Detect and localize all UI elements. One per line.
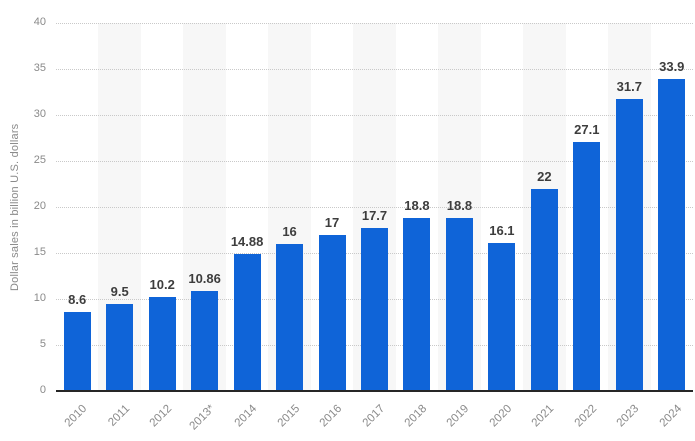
bar-value-label: 17.7 bbox=[361, 208, 388, 224]
y-tick-label: 35 bbox=[33, 62, 46, 74]
bar[interactable] bbox=[106, 303, 134, 391]
bar-value-label: 33.9 bbox=[659, 59, 685, 75]
bar[interactable] bbox=[573, 141, 601, 391]
x-tick-label: 2013* bbox=[187, 402, 217, 433]
y-tick-label: 0 bbox=[39, 384, 46, 396]
bar-value-label: 14.88 bbox=[230, 234, 264, 250]
x-tick-label: 2023 bbox=[614, 402, 642, 430]
x-tick-label: 2017 bbox=[360, 402, 387, 430]
x-tick-label: 2015 bbox=[275, 402, 302, 430]
gridline bbox=[56, 23, 693, 24]
x-tick-label: 2024 bbox=[657, 402, 685, 430]
bar-value-label: 31.7 bbox=[616, 79, 642, 95]
bar-value-label: 18.8 bbox=[404, 198, 430, 214]
bar[interactable] bbox=[445, 218, 473, 391]
bar[interactable] bbox=[615, 99, 643, 391]
x-tick-label: 2021 bbox=[530, 402, 557, 430]
bar[interactable] bbox=[276, 243, 304, 391]
x-tick-label: 2014 bbox=[232, 402, 260, 430]
bar-value-label: 8.6 bbox=[68, 291, 87, 307]
bar[interactable] bbox=[530, 188, 558, 391]
x-tick-label: 2010 bbox=[62, 402, 90, 430]
bar-value-label: 10.2 bbox=[149, 277, 175, 293]
y-tick-label: 5 bbox=[39, 338, 46, 350]
y-tick-label: 25 bbox=[33, 154, 46, 166]
plot-area: 8.6 9.5 10.2 10.86 14.88 16 17 17.7 18.8 18.8 16.1… bbox=[56, 23, 693, 391]
y-tick-label: 10 bbox=[33, 292, 46, 304]
bar-value-label: 16.1 bbox=[489, 222, 515, 238]
bar-value-label: 18.8 bbox=[446, 198, 473, 214]
bar-value-label: 22 bbox=[537, 168, 552, 184]
x-tick-label: 2012 bbox=[147, 402, 175, 430]
y-tick-label: 30 bbox=[33, 108, 46, 120]
gridline bbox=[56, 207, 693, 208]
y-tick-label: 40 bbox=[33, 16, 46, 28]
bar[interactable] bbox=[658, 79, 686, 391]
bar-value-label: 27.1 bbox=[574, 121, 600, 137]
bar[interactable] bbox=[233, 254, 261, 391]
x-tick-label: 2011 bbox=[105, 402, 132, 429]
bar[interactable] bbox=[148, 297, 176, 391]
bar[interactable] bbox=[403, 218, 431, 391]
bar[interactable] bbox=[318, 234, 346, 391]
x-tick-label: 2020 bbox=[487, 402, 515, 430]
x-tick-label: 2016 bbox=[317, 402, 345, 430]
bar-value-label: 10.86 bbox=[188, 271, 221, 287]
bar-value-label: 9.5 bbox=[110, 283, 129, 299]
x-axis-line bbox=[56, 390, 693, 392]
y-tick-label: 15 bbox=[33, 246, 46, 258]
y-tick-label: 20 bbox=[33, 200, 46, 212]
x-tick-label: 2022 bbox=[572, 402, 600, 430]
bar[interactable] bbox=[191, 291, 219, 391]
bar-value-label: 17 bbox=[324, 214, 340, 230]
bar-value-label: 16 bbox=[282, 223, 297, 239]
x-tick-label: 2018 bbox=[402, 402, 430, 430]
gridline bbox=[56, 115, 693, 116]
bar[interactable] bbox=[63, 311, 91, 391]
gridline bbox=[56, 69, 693, 70]
bar[interactable] bbox=[361, 228, 388, 391]
bar[interactable] bbox=[488, 242, 516, 391]
x-tick-label: 2019 bbox=[445, 402, 472, 430]
gridline bbox=[56, 161, 693, 162]
